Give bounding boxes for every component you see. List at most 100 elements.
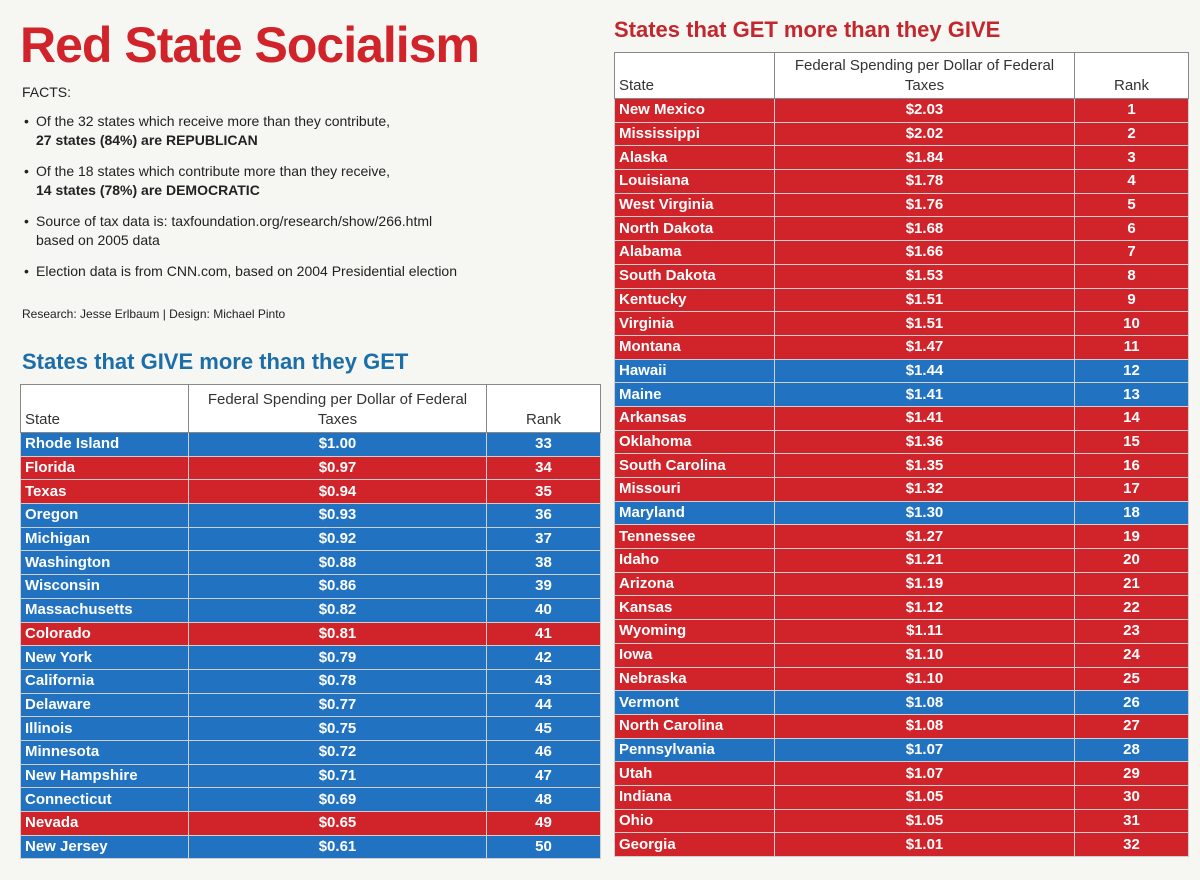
get-table-body: New Mexico $2.03 1 Mississippi $2.02 2 Alaska $… xyxy=(614,98,1189,857)
cell-spending: $1.36 xyxy=(774,429,1075,455)
cell-state: Illinois xyxy=(20,716,189,741)
cell-state: Ohio xyxy=(614,808,775,834)
cell-state: North Dakota xyxy=(614,216,775,242)
get-section-title: States that GET more than they GIVE xyxy=(614,17,1001,42)
column-header-spending: Federal Spending per Dollar of Federal T… xyxy=(188,384,487,433)
table-row: Connecticut $0.69 48 xyxy=(20,787,601,812)
cell-rank: 28 xyxy=(1074,737,1189,763)
cell-spending: $1.00 xyxy=(188,432,487,457)
cell-state: Arizona xyxy=(614,571,775,597)
table-row: Texas $0.94 35 xyxy=(20,479,601,505)
fact-item: Of the 32 states which receive more than… xyxy=(22,112,602,150)
cell-state: West Virginia xyxy=(614,192,775,218)
give-table-body: Rhode Island $1.00 33 Florida $0.97 34 Texas $0… xyxy=(20,432,601,860)
table-row: Wyoming $1.11 23 xyxy=(614,619,1189,644)
cell-rank: 32 xyxy=(1074,832,1189,857)
cell-spending: $0.69 xyxy=(188,787,487,812)
table-row: Iowa $1.10 24 xyxy=(614,642,1189,668)
cell-spending: $1.11 xyxy=(774,619,1075,644)
column-header-rank: Rank xyxy=(486,384,601,433)
cell-state: Montana xyxy=(614,334,775,360)
table-row: Oklahoma $1.36 15 xyxy=(614,429,1189,455)
table-row: New York $0.79 42 xyxy=(20,645,601,670)
fact-item: Election data is from CNN.com, based on … xyxy=(22,262,602,281)
cell-state: Virginia xyxy=(614,311,775,336)
fact-highlight: 27 states (84%) are REPUBLICAN xyxy=(36,132,258,148)
cell-state: New Jersey xyxy=(20,834,189,860)
column-header-spending: Federal Spending per Dollar of Federal T… xyxy=(774,52,1075,99)
cell-spending: $0.94 xyxy=(188,479,487,505)
cell-state: Utah xyxy=(614,761,775,786)
table-row: Wisconsin $0.86 39 xyxy=(20,574,601,599)
cell-rank: 37 xyxy=(486,526,601,552)
cell-spending: $0.92 xyxy=(188,526,487,552)
cell-state: New Mexico xyxy=(614,98,775,123)
table-row: Minnesota $0.72 46 xyxy=(20,739,601,765)
cell-rank: 7 xyxy=(1074,240,1189,265)
table-row: South Dakota $1.53 8 xyxy=(614,263,1189,289)
cell-rank: 35 xyxy=(486,479,601,505)
cell-spending: $1.41 xyxy=(774,382,1075,407)
cell-state: Louisiana xyxy=(614,169,775,194)
cell-rank: 38 xyxy=(486,550,601,576)
table-row: Missouri $1.32 17 xyxy=(614,477,1189,502)
fact-item: Source of tax data is: taxfoundation.org… xyxy=(22,212,602,250)
cell-spending: $1.35 xyxy=(774,453,1075,478)
fact-item: Of the 18 states which contribute more t… xyxy=(22,162,602,200)
cell-rank: 5 xyxy=(1074,192,1189,218)
cell-rank: 34 xyxy=(486,455,601,481)
cell-state: Arkansas xyxy=(614,405,775,431)
cell-spending: $1.66 xyxy=(774,240,1075,265)
cell-state: Rhode Island xyxy=(20,432,189,457)
cell-spending: $1.05 xyxy=(774,808,1075,834)
cell-spending: $1.27 xyxy=(774,524,1075,550)
cell-rank: 46 xyxy=(486,739,601,765)
cell-spending: $1.68 xyxy=(774,216,1075,242)
fact-highlight: 14 states (78%) are DEMOCRATIC xyxy=(36,182,260,198)
cell-spending: $0.61 xyxy=(188,834,487,860)
table-row: Michigan $0.92 37 xyxy=(20,526,601,552)
cell-spending: $1.07 xyxy=(774,737,1075,763)
cell-state: Michigan xyxy=(20,526,189,552)
cell-rank: 4 xyxy=(1074,169,1189,194)
cell-spending: $1.32 xyxy=(774,477,1075,502)
cell-spending: $1.76 xyxy=(774,192,1075,218)
cell-spending: $1.10 xyxy=(774,666,1075,692)
cell-state: Vermont xyxy=(614,690,775,715)
cell-rank: 1 xyxy=(1074,98,1189,123)
cell-spending: $1.21 xyxy=(774,548,1075,573)
cell-rank: 8 xyxy=(1074,263,1189,289)
cell-spending: $0.86 xyxy=(188,574,487,599)
cell-rank: 48 xyxy=(486,787,601,812)
cell-spending: $1.51 xyxy=(774,287,1075,313)
cell-spending: $0.79 xyxy=(188,645,487,670)
fact-text-continued: based on 2005 data xyxy=(36,232,160,248)
table-row: Delaware $0.77 44 xyxy=(20,692,601,718)
cell-state: Florida xyxy=(20,455,189,481)
cell-spending: $1.19 xyxy=(774,571,1075,597)
cell-state: Tennessee xyxy=(614,524,775,550)
cell-rank: 49 xyxy=(486,811,601,836)
cell-state: Pennsylvania xyxy=(614,737,775,763)
cell-spending: $0.93 xyxy=(188,503,487,528)
cell-rank: 24 xyxy=(1074,642,1189,668)
cell-spending: $1.12 xyxy=(774,595,1075,621)
cell-state: Maine xyxy=(614,382,775,407)
table-row: Rhode Island $1.00 33 xyxy=(20,432,601,457)
table-row: New Mexico $2.03 1 xyxy=(614,98,1189,123)
cell-spending: $1.08 xyxy=(774,690,1075,715)
table-row: Ohio $1.05 31 xyxy=(614,808,1189,834)
table-row: Montana $1.47 11 xyxy=(614,334,1189,360)
cell-spending: $2.03 xyxy=(774,98,1075,123)
table-row: Washington $0.88 38 xyxy=(20,550,601,576)
cell-state: Indiana xyxy=(614,784,775,810)
table-row: South Carolina $1.35 16 xyxy=(614,453,1189,478)
table-row: Maine $1.41 13 xyxy=(614,382,1189,407)
cell-rank: 27 xyxy=(1074,713,1189,739)
cell-rank: 29 xyxy=(1074,761,1189,786)
fact-text: Source of tax data is: taxfoundation.org… xyxy=(36,213,433,229)
column-header-state: State xyxy=(614,52,775,99)
table-row: Nebraska $1.10 25 xyxy=(614,666,1189,692)
cell-state: Delaware xyxy=(20,692,189,718)
cell-state: Missouri xyxy=(614,477,775,502)
